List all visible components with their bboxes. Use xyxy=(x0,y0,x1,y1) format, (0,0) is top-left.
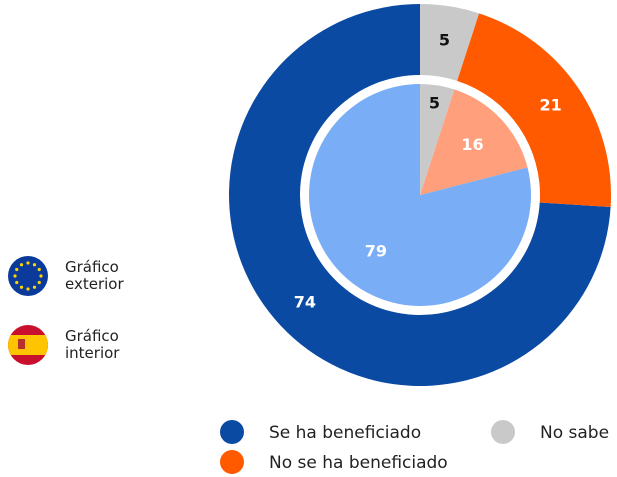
star xyxy=(26,287,30,291)
legend-label: No se ha beneficiado xyxy=(269,453,448,473)
legend-swatch xyxy=(491,420,515,444)
star xyxy=(19,263,24,267)
star xyxy=(15,280,19,285)
legend-inner: Gráfico interior xyxy=(65,327,120,362)
star xyxy=(13,274,17,278)
slice xyxy=(420,4,480,81)
star xyxy=(32,263,37,267)
data-label: 74 xyxy=(294,293,316,312)
star xyxy=(15,267,19,272)
data-label: 5 xyxy=(439,30,450,49)
star xyxy=(32,285,37,289)
data-label: 21 xyxy=(540,96,562,115)
data-label: 79 xyxy=(365,241,387,260)
data-label: 16 xyxy=(461,135,483,154)
legend-swatch xyxy=(220,420,244,444)
star xyxy=(37,267,41,272)
legend-label: Se ha beneficiado xyxy=(269,423,421,443)
legend-label: No sabe xyxy=(540,423,609,443)
slice xyxy=(229,4,611,386)
legend-outer: Gráfico exterior xyxy=(65,258,124,293)
slice xyxy=(309,84,532,306)
eu-flag xyxy=(8,256,48,296)
data-label: 5 xyxy=(429,94,440,113)
slice xyxy=(457,13,612,207)
star xyxy=(26,261,30,265)
slice xyxy=(420,89,528,195)
star xyxy=(39,274,43,278)
spain-flag xyxy=(8,325,48,365)
legend-swatch xyxy=(220,450,244,474)
star xyxy=(37,280,41,285)
slice xyxy=(420,84,455,195)
star xyxy=(19,285,24,289)
